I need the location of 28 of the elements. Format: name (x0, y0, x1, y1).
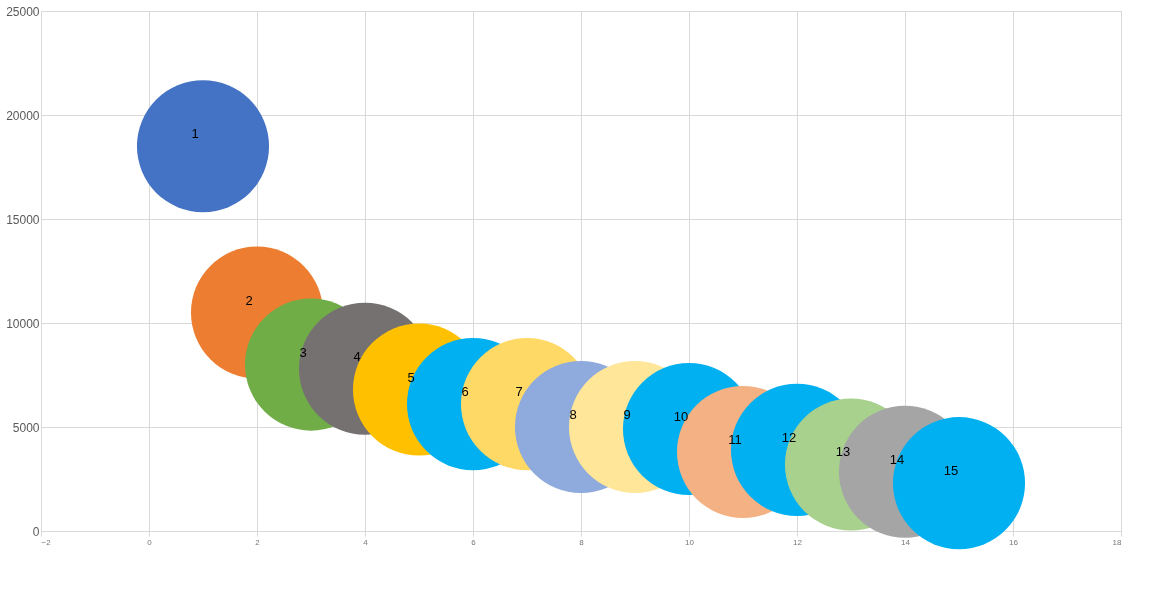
y-tick-label: 20000 (6, 108, 40, 123)
annotation: 13 (835, 444, 851, 460)
x-tick-label: 14 (901, 537, 911, 547)
x-tick-label: 16 (1009, 537, 1019, 547)
y-tick-label: 25000 (6, 4, 40, 19)
x-tick-label: 8 (579, 537, 585, 547)
annotation: 10 (673, 409, 689, 425)
annotation: 9 (623, 407, 631, 422)
annotation: 1 (191, 126, 199, 142)
y-tick-label: 10000 (6, 316, 40, 331)
x-tick-label: −2 (41, 537, 52, 547)
annotation: 4 (353, 348, 361, 364)
y-tick-label: 5000 (12, 420, 40, 435)
annotation: 5 (407, 369, 415, 385)
annotation: 8 (569, 407, 577, 422)
x-tick-label: 18 (1112, 537, 1123, 547)
x-tick-label: 4 (363, 537, 369, 547)
annotation: 7 (515, 384, 523, 400)
annotation: 2 (245, 292, 253, 308)
x-tick-label: 0 (147, 537, 153, 547)
x-tick-label: 6 (471, 537, 477, 547)
annotation: 3 (299, 344, 307, 360)
annotation: 15 (943, 463, 959, 479)
x-tick-label: 12 (793, 537, 803, 547)
y-tick-label: 15000 (6, 212, 40, 227)
x-tick-label: 10 (685, 537, 695, 547)
annotation: 6 (461, 384, 469, 400)
x-tick-label: 2 (255, 537, 261, 547)
